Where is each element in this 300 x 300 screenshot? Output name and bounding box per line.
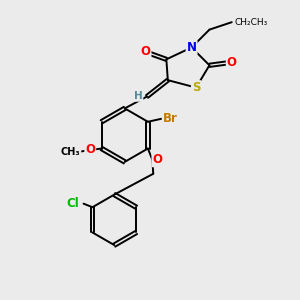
Text: CH₂CH₃: CH₂CH₃ [234, 18, 267, 27]
Text: N: N [187, 41, 196, 54]
Text: O: O [85, 143, 95, 156]
Text: Cl: Cl [67, 197, 79, 210]
Text: CH₃: CH₃ [61, 147, 80, 157]
Text: H: H [134, 91, 142, 101]
Text: O: O [152, 153, 162, 166]
Text: Br: Br [163, 112, 178, 125]
Text: S: S [192, 81, 200, 94]
Text: O: O [140, 45, 151, 58]
Text: O: O [227, 56, 237, 69]
